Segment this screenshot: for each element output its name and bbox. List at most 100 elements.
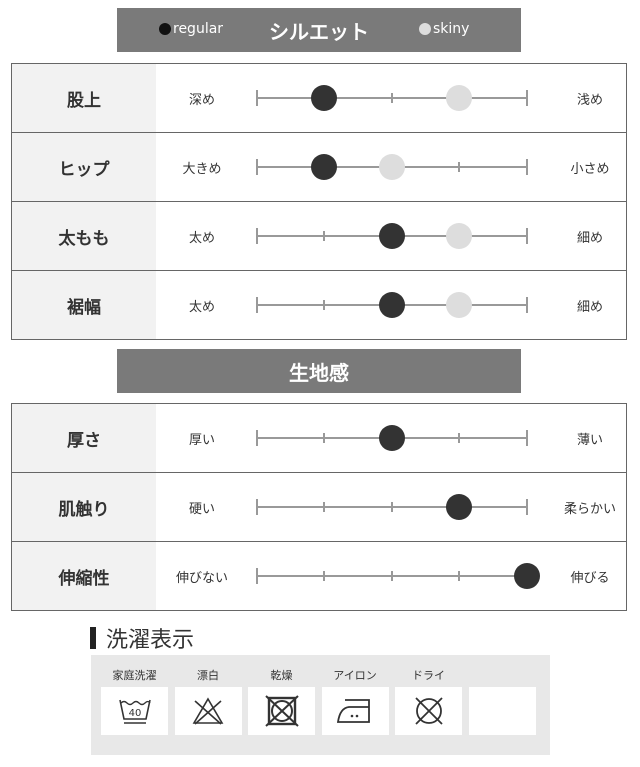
skiny-marker — [446, 223, 472, 249]
scale-left-label: 深め — [188, 92, 215, 108]
scale-tick — [256, 228, 258, 244]
laundry-item: 家庭洗濯 40 — [101, 665, 168, 735]
laundry-item-label: ドライ — [412, 669, 445, 682]
scale-left-label: 硬い — [188, 501, 215, 517]
scale-tick — [526, 159, 528, 175]
scale-left-label: 厚い — [188, 432, 215, 448]
scale-tick — [391, 571, 393, 581]
skiny-marker — [446, 292, 472, 318]
regular-marker — [311, 85, 337, 111]
scale-right-label: 浅め — [576, 92, 603, 108]
wash-40-icon: 40 — [101, 687, 168, 735]
scale-right-label: 伸びる — [570, 570, 610, 586]
laundry-title: 洗濯表示 — [106, 628, 195, 653]
rating-row: 太もも 太め 細め — [12, 202, 626, 271]
scale-tick — [391, 93, 393, 103]
laundry-item-label — [469, 665, 536, 687]
legend-skiny: skiny — [419, 21, 469, 37]
scale-tick — [458, 433, 460, 443]
scale-tick — [256, 297, 258, 313]
fabric-title: 生地感 — [289, 360, 349, 385]
scale-tick — [526, 430, 528, 446]
scale-tick — [256, 90, 258, 106]
iron-medium-icon — [321, 687, 389, 735]
scale-tick — [323, 300, 325, 310]
rating-row: 裾幅 太め 細め — [12, 271, 626, 339]
scale-left-label: 伸びない — [175, 570, 228, 586]
value-marker — [379, 425, 405, 451]
skiny-marker — [379, 154, 405, 180]
rating-scale — [256, 473, 528, 541]
rating-row: 厚さ 厚い 薄い — [12, 404, 626, 473]
rating-row: 肌触り 硬い 柔らかい — [12, 473, 626, 542]
scale-tick — [256, 430, 258, 446]
heading-bar — [90, 627, 96, 649]
laundry-heading: 洗濯表示 — [90, 622, 194, 654]
laundry-item: アイロン — [321, 665, 389, 735]
rating-scale — [256, 404, 528, 472]
silhouette-title: シルエット — [269, 19, 369, 44]
scale-right-label: 薄い — [576, 432, 603, 448]
legend-skiny-label: skiny — [433, 21, 470, 37]
scale-tick — [526, 228, 528, 244]
rating-row: ヒップ 大きめ 小さめ — [12, 133, 626, 202]
skiny-dot-icon — [419, 23, 431, 35]
empty-symbol-box — [468, 687, 536, 735]
scale-right-label: 細め — [576, 299, 603, 315]
regular-dot-icon — [159, 23, 171, 35]
rating-scale — [256, 202, 528, 270]
scale-tick — [526, 297, 528, 313]
laundry-item — [468, 665, 536, 735]
laundry-item-label: 家庭洗濯 — [112, 669, 157, 682]
scale-tick — [526, 90, 528, 106]
laundry-item-label: アイロン — [333, 669, 377, 682]
regular-marker — [379, 223, 405, 249]
laundry-item: 乾燥 — [248, 665, 315, 735]
scale-left-label: 太め — [188, 230, 215, 246]
no-bleach-icon — [174, 687, 242, 735]
wash-temperature: 40 — [128, 708, 141, 719]
rating-scale — [256, 542, 540, 610]
silhouette-banner: regular シルエット skiny — [117, 8, 521, 52]
row-label: 裾幅 — [12, 271, 156, 339]
laundry-item: 漂白 — [174, 665, 242, 735]
silhouette-table: 股上 深め 浅め ヒップ 大きめ 小さめ 太もも 太め 細め 裾幅 太め 細め — [11, 63, 627, 340]
rating-scale — [256, 64, 528, 132]
scale-right-label: 小さめ — [570, 161, 610, 177]
fabric-banner: 生地感 — [117, 349, 521, 393]
row-label: ヒップ — [12, 133, 156, 201]
no-dry-clean-icon — [395, 687, 462, 735]
no-tumble-dry-icon — [248, 687, 315, 735]
scale-tick — [256, 499, 258, 515]
value-marker — [446, 494, 472, 520]
legend-regular-label: regular — [173, 21, 224, 37]
rating-row: 股上 深め 浅め — [12, 64, 626, 133]
scale-left-label: 大きめ — [182, 161, 222, 177]
rating-row: 伸縮性 伸びない 伸びる — [12, 542, 626, 610]
scale-tick — [323, 502, 325, 512]
laundry-panel: 家庭洗濯 40 漂白 乾燥 アイロン ドライ — [91, 655, 550, 755]
scale-right-label: 柔らかい — [563, 501, 616, 517]
row-label: 太もも — [12, 202, 156, 270]
scale-tick — [458, 162, 460, 172]
regular-marker — [379, 292, 405, 318]
scale-tick — [323, 231, 325, 241]
row-label: 股上 — [12, 64, 156, 132]
scale-right-label: 細め — [576, 230, 603, 246]
scale-tick — [323, 571, 325, 581]
rating-scale — [256, 133, 528, 201]
skiny-marker — [446, 85, 472, 111]
row-label: 肌触り — [12, 473, 156, 541]
scale-tick — [526, 499, 528, 515]
scale-tick — [391, 502, 393, 512]
scale-tick — [323, 433, 325, 443]
laundry-item-label: 乾燥 — [270, 669, 293, 682]
rating-scale — [256, 271, 528, 339]
scale-tick — [256, 159, 258, 175]
value-marker — [514, 563, 540, 589]
scale-left-label: 太め — [188, 299, 215, 315]
row-label: 伸縮性 — [12, 542, 156, 610]
scale-tick — [458, 571, 460, 581]
legend-regular: regular — [159, 21, 223, 37]
laundry-item: ドライ — [395, 665, 462, 735]
